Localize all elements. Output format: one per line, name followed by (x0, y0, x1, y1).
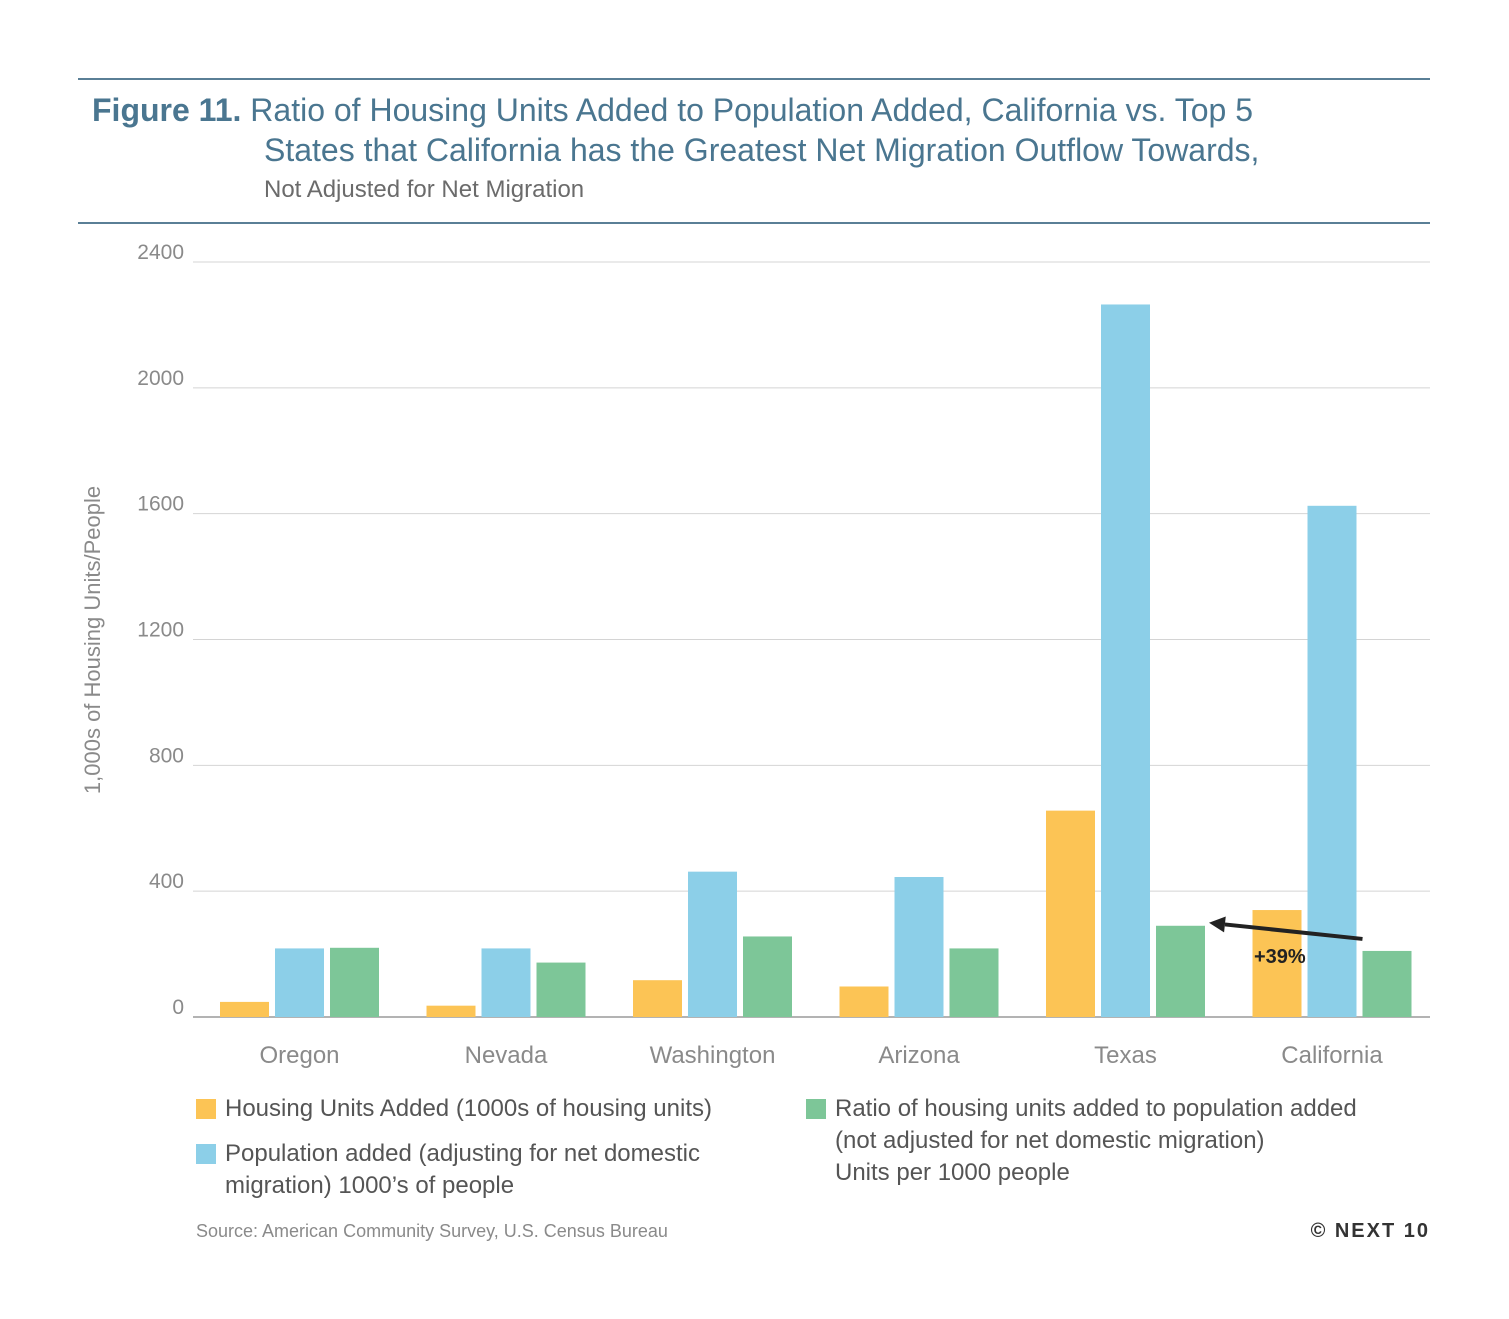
y-axis-label: 1,000s of Housing Units/People (80, 486, 105, 794)
legend-item-housing: Housing Units Added (1000s of housing un… (225, 1095, 712, 1122)
bar (839, 986, 889, 1017)
bar (1101, 304, 1150, 1017)
legend-swatch-population (196, 1144, 216, 1164)
bar (633, 980, 682, 1017)
figure-label: Figure 11. (92, 92, 242, 128)
annotation-label: +39% (1254, 946, 1306, 968)
bar (481, 948, 531, 1017)
chart-title: Ratio of Housing Units Added to Populati… (250, 92, 1253, 128)
bar (743, 936, 792, 1017)
bar (275, 948, 324, 1017)
annotation-arrow (1224, 922, 1363, 941)
annotation-arrowhead (1209, 916, 1226, 933)
legend-item-population-line1: Population added (adjusting for net dome… (225, 1140, 700, 1167)
legend-item-ratio-line2: (not adjusted for net domestic migration… (835, 1127, 1265, 1154)
y-tick-label: 800 (149, 744, 184, 767)
bar (536, 962, 586, 1017)
y-tick-label: 1200 (137, 619, 184, 642)
y-tick-label: 2400 (137, 241, 184, 264)
title-bottom-rule (78, 222, 1430, 224)
x-tick-label: Arizona (878, 1042, 960, 1069)
bar (688, 871, 737, 1017)
source-note: Source: American Community Survey, U.S. … (196, 1221, 668, 1241)
bar (426, 1005, 476, 1017)
x-tick-label: Texas (1094, 1042, 1157, 1069)
title-line-1: Figure 11. Ratio of Housing Units Added … (92, 90, 1422, 130)
bar (1046, 810, 1095, 1017)
bar (1156, 925, 1205, 1017)
y-tick-label: 1600 (137, 493, 184, 516)
bar (894, 877, 944, 1017)
chart-subtitle: Not Adjusted for Net Migration (264, 176, 585, 203)
bar (1307, 505, 1357, 1017)
annotation: +39% (1209, 916, 1363, 968)
bar (1362, 950, 1412, 1017)
title-block: Figure 11. Ratio of Housing Units Added … (92, 90, 1422, 210)
bars (220, 304, 1412, 1017)
x-tick-label: Washington (650, 1042, 776, 1069)
legend-swatch-ratio (806, 1099, 826, 1119)
y-tick-label: 0 (172, 996, 184, 1019)
copyright: © NEXT 10 (1310, 1220, 1430, 1242)
y-tick-label: 400 (149, 870, 184, 893)
legend-item-ratio-line3: Units per 1000 people (835, 1159, 1070, 1186)
legend-swatch-housing (196, 1099, 216, 1119)
bar (949, 948, 999, 1017)
gridlines (193, 261, 1430, 1018)
x-tick-label: Nevada (465, 1042, 548, 1069)
title-line-2: States that California has the Greatest … (264, 132, 1260, 168)
legend-item-population-line2: migration) 1000’s of people (225, 1172, 515, 1199)
y-tick-label: 2000 (137, 367, 184, 390)
y-tick-labels: 0 400 800 1200 1600 2000 2400 (137, 241, 184, 1019)
x-tick-label: Oregon (259, 1042, 339, 1069)
x-tick-labels: Oregon Nevada Washington Arizona Texas Califo… (259, 1042, 1383, 1069)
bar (220, 1001, 269, 1017)
bar (330, 947, 379, 1017)
legend-item-ratio-line1: Ratio of housing units added to populati… (835, 1095, 1357, 1122)
x-tick-label: California (1281, 1042, 1383, 1069)
top-rule (78, 78, 1430, 80)
